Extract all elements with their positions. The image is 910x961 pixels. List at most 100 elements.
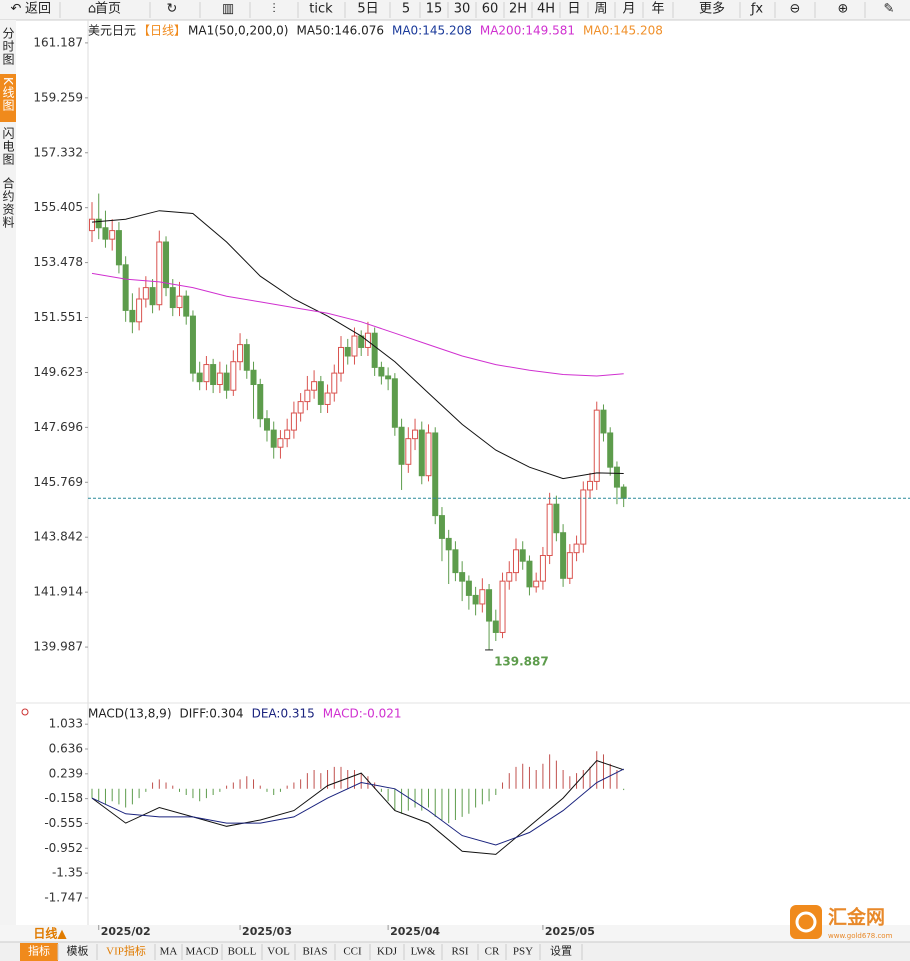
candle-body xyxy=(263,418,270,431)
candle-body xyxy=(129,309,136,323)
candle-body xyxy=(122,264,129,311)
toolbar-icon[interactable]: ↶ xyxy=(11,2,22,17)
toolbar-icon[interactable]: ⌂ xyxy=(88,2,96,17)
candle-body xyxy=(257,384,264,420)
y-tick-label: 143.842 xyxy=(33,530,83,544)
side-tab[interactable]: 分时图 xyxy=(1,27,15,66)
candle-body xyxy=(176,295,183,309)
bottom-tab[interactable]: VOL xyxy=(267,946,290,958)
candle-body xyxy=(216,372,223,386)
toolbar-icon[interactable]: ⫶ xyxy=(272,2,275,17)
x-tick-label: 2025/04 xyxy=(390,925,440,938)
candle-body xyxy=(560,532,567,579)
candle-body xyxy=(237,344,244,363)
candle-body xyxy=(189,315,196,374)
bottom-tab[interactable]: 模板 xyxy=(67,944,89,958)
toolbar-button[interactable]: 5日 xyxy=(357,2,378,17)
candle-body xyxy=(526,560,533,588)
candle-body xyxy=(438,515,445,539)
candle-body xyxy=(250,369,257,386)
toolbar-button[interactable]: 返回 xyxy=(25,2,51,17)
bottom-tab[interactable]: RSI xyxy=(451,946,468,958)
candle-body xyxy=(163,241,170,289)
toolbar-button[interactable]: 30 xyxy=(454,2,471,17)
candle-body xyxy=(109,230,116,240)
bottom-tab[interactable]: VIP指标 xyxy=(106,944,146,958)
toolbar-button[interactable]: tick xyxy=(309,2,333,17)
candle-body xyxy=(425,432,432,477)
candle-body xyxy=(270,429,277,448)
toolbar-icon[interactable]: ↻ xyxy=(167,2,178,17)
bottom-tab[interactable]: CR xyxy=(485,946,500,958)
bottom-tab[interactable]: BIAS xyxy=(302,946,327,958)
bottom-tab[interactable]: CCI xyxy=(343,946,362,958)
toolbar-button[interactable]: 日 xyxy=(567,2,580,17)
candle-body xyxy=(136,298,143,323)
bottom-tab[interactable]: BOLL xyxy=(228,946,257,958)
bottom-tab[interactable]: LW& xyxy=(411,946,436,958)
toolbar-button[interactable]: 60 xyxy=(482,2,499,17)
bottom-tab[interactable]: 设置 xyxy=(550,945,572,958)
y-tick-label: 161.187 xyxy=(33,35,83,49)
settings-icon[interactable] xyxy=(21,708,29,716)
toolbar-button[interactable]: 15 xyxy=(426,2,443,17)
y-tick-label: 157.332 xyxy=(33,145,83,159)
candle-body xyxy=(580,489,587,545)
candle-body xyxy=(512,549,519,574)
candle-body xyxy=(115,230,122,266)
candle-body xyxy=(169,287,176,309)
candle-body xyxy=(102,227,109,240)
candle-body xyxy=(506,572,513,582)
y-tick-label: 153.478 xyxy=(33,255,83,269)
bottom-tab[interactable]: 指标 xyxy=(28,944,50,958)
toolbar-button[interactable]: 更多 xyxy=(699,1,725,17)
legend-item: MACD:-0.021 xyxy=(323,707,402,721)
legend-item: MA200:149.581 xyxy=(480,24,575,38)
toolbar-button[interactable]: 月 xyxy=(622,2,635,17)
toolbar-icon[interactable]: ⊕ xyxy=(838,2,849,17)
bottom-tab[interactable]: MA xyxy=(160,946,178,958)
candle-body xyxy=(465,580,472,596)
candle-body xyxy=(391,378,398,428)
toolbar-icon[interactable]: ƒx xyxy=(750,2,764,17)
bottom-tab[interactable]: MACD xyxy=(185,946,218,958)
toolbar-button[interactable]: 首页 xyxy=(95,2,121,17)
side-tab[interactable]: K线图 xyxy=(1,77,15,112)
toolbar-icon[interactable]: ▥ xyxy=(222,2,234,17)
side-tab[interactable]: 合约资料 xyxy=(1,176,15,229)
indicator-line xyxy=(91,272,624,377)
toolbar-button[interactable]: 年 xyxy=(651,2,664,17)
candle-body xyxy=(142,287,149,300)
bottom-tab[interactable]: PSY xyxy=(513,946,533,958)
candle-body xyxy=(546,503,553,557)
candle-body xyxy=(587,480,594,491)
side-tab-active xyxy=(0,74,16,122)
candle-body xyxy=(607,432,614,468)
candle-body xyxy=(331,372,338,394)
toolbar-button[interactable]: 周 xyxy=(594,2,607,17)
bottom-tab[interactable]: KDJ xyxy=(377,946,398,958)
toolbar-button[interactable]: 5 xyxy=(402,2,410,17)
toolbar-button[interactable]: 2H xyxy=(509,2,527,17)
y-tick-label: 147.696 xyxy=(33,420,83,434)
legend-item: MA0:145.208 xyxy=(392,24,472,38)
toolbar-icon[interactable]: ✎ xyxy=(884,2,895,17)
legend-item: MA50:146.076 xyxy=(296,24,384,38)
toolbar-icon[interactable]: ⊖ xyxy=(790,2,801,17)
candle-body xyxy=(183,295,190,317)
candle-body xyxy=(290,412,297,431)
y-tick-label: -0.158 xyxy=(44,791,83,805)
y-tick-label: 1.033 xyxy=(49,717,83,731)
x-tick-label: 2025/03 xyxy=(242,925,292,938)
toolbar-button[interactable]: 4H xyxy=(537,2,555,17)
legend-item: DEA:0.315 xyxy=(252,707,315,721)
candle-body xyxy=(539,555,546,582)
candle-body xyxy=(479,589,486,605)
period-button[interactable]: 日线▲ xyxy=(33,926,67,941)
side-tab[interactable]: 闪电图 xyxy=(1,127,15,166)
candle-body xyxy=(445,537,452,551)
candle-body xyxy=(156,241,163,306)
watermark-name: 汇金网 xyxy=(828,906,885,929)
y-tick-label: 155.405 xyxy=(33,200,83,214)
